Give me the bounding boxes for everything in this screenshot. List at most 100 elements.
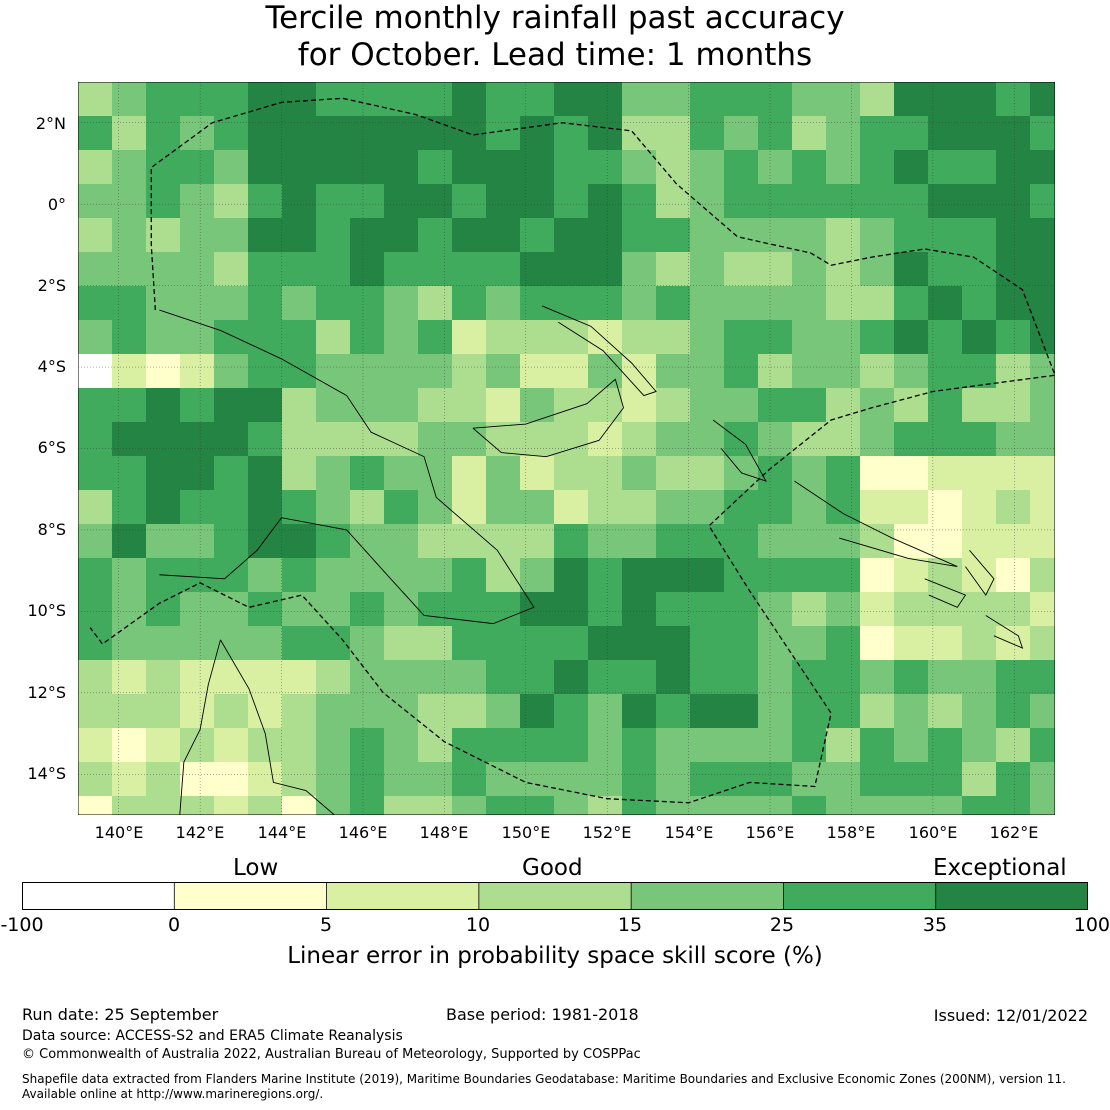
skill-cell bbox=[1030, 728, 1055, 763]
skill-cell bbox=[350, 490, 385, 525]
shapefile-credit-line-1: Shapefile data extracted from Flanders M… bbox=[22, 1072, 1066, 1086]
skill-cell bbox=[214, 728, 249, 763]
title-line-2: for October. Lead time: 1 months bbox=[297, 37, 813, 73]
skill-cell bbox=[588, 150, 623, 185]
colorbar-tick: 10 bbox=[465, 914, 491, 936]
skill-cell bbox=[622, 660, 657, 695]
skill-cell bbox=[622, 388, 657, 423]
skill-cell bbox=[758, 286, 793, 321]
skill-cell bbox=[214, 558, 249, 593]
skill-cell bbox=[724, 286, 759, 321]
coastline bbox=[159, 309, 535, 625]
skill-cell bbox=[486, 218, 521, 253]
skill-cell bbox=[282, 354, 317, 389]
skill-cell bbox=[350, 184, 385, 219]
colorbar-tick: 35 bbox=[922, 914, 948, 936]
skill-cell bbox=[316, 422, 351, 457]
skill-cell bbox=[316, 558, 351, 593]
skill-cell bbox=[112, 456, 147, 491]
skill-cell bbox=[588, 388, 623, 423]
skill-cell bbox=[146, 660, 181, 695]
skill-cell bbox=[724, 524, 759, 559]
skill-cell bbox=[622, 218, 657, 253]
skill-grid bbox=[78, 82, 1055, 815]
skill-cell bbox=[962, 456, 997, 491]
skill-cell bbox=[384, 252, 419, 287]
skill-cell bbox=[996, 82, 1031, 117]
skill-cell bbox=[690, 218, 725, 253]
skill-cell bbox=[554, 286, 589, 321]
skill-cell bbox=[622, 558, 657, 593]
skill-cell bbox=[826, 286, 861, 321]
colorbar-bin bbox=[22, 882, 175, 910]
skill-cell bbox=[826, 388, 861, 423]
colorbar-bin bbox=[631, 882, 784, 910]
skill-cell bbox=[758, 558, 793, 593]
skill-cell bbox=[418, 320, 453, 355]
skill-cell bbox=[486, 116, 521, 151]
skill-cell bbox=[928, 762, 963, 797]
skill-cell bbox=[384, 388, 419, 423]
skill-cell bbox=[452, 456, 487, 491]
skill-cell bbox=[588, 252, 623, 287]
skill-cell bbox=[826, 490, 861, 525]
skill-cell bbox=[452, 626, 487, 661]
skill-cell bbox=[724, 116, 759, 151]
skill-cell bbox=[248, 490, 283, 525]
skill-cell bbox=[418, 694, 453, 729]
skill-cell bbox=[826, 150, 861, 185]
skill-cell bbox=[690, 592, 725, 627]
skill-cell bbox=[656, 218, 691, 253]
skill-cell bbox=[792, 524, 827, 559]
skill-cell bbox=[690, 252, 725, 287]
skill-cell bbox=[282, 218, 317, 253]
skill-cell bbox=[554, 592, 589, 627]
skill-cell bbox=[996, 354, 1031, 389]
skill-cell bbox=[724, 728, 759, 763]
skill-cell bbox=[622, 320, 657, 355]
skill-cell bbox=[962, 524, 997, 559]
skill-cell bbox=[928, 218, 963, 253]
skill-cell bbox=[1030, 592, 1055, 627]
skill-cell bbox=[826, 184, 861, 219]
skill-cell bbox=[996, 116, 1031, 151]
skill-cell bbox=[996, 252, 1031, 287]
skill-cell bbox=[78, 660, 113, 695]
skill-cell bbox=[248, 286, 283, 321]
skill-cell bbox=[554, 796, 589, 815]
skill-cell bbox=[112, 728, 147, 763]
skill-cell bbox=[758, 252, 793, 287]
skill-cell bbox=[214, 286, 249, 321]
skill-cell bbox=[520, 184, 555, 219]
skill-cell bbox=[690, 694, 725, 729]
skill-cell bbox=[78, 218, 113, 253]
skill-cell bbox=[996, 184, 1031, 219]
skill-cell bbox=[1030, 354, 1055, 389]
skill-cell bbox=[316, 592, 351, 627]
skill-cell bbox=[860, 320, 895, 355]
skill-cell bbox=[588, 320, 623, 355]
issued-date: Issued: 12/01/2022 bbox=[933, 1006, 1088, 1025]
skill-cell bbox=[146, 456, 181, 491]
colorbar-bin bbox=[326, 882, 480, 910]
skill-cell bbox=[724, 184, 759, 219]
skill-cell bbox=[962, 626, 997, 661]
skill-cell bbox=[622, 184, 657, 219]
skill-cell bbox=[146, 116, 181, 151]
skill-cell bbox=[78, 524, 113, 559]
skill-cell bbox=[826, 558, 861, 593]
skill-cell bbox=[656, 456, 691, 491]
skill-cell bbox=[520, 592, 555, 627]
skill-cell bbox=[588, 218, 623, 253]
skill-cell bbox=[1030, 762, 1055, 797]
skill-cell bbox=[180, 660, 215, 695]
skill-cell bbox=[486, 524, 521, 559]
skill-cell bbox=[180, 116, 215, 151]
skill-cell bbox=[248, 184, 283, 219]
skill-cell bbox=[282, 320, 317, 355]
skill-cell bbox=[860, 150, 895, 185]
skill-cell bbox=[860, 762, 895, 797]
skill-cell bbox=[282, 490, 317, 525]
colorbar-tick: -100 bbox=[0, 914, 44, 936]
skill-cell bbox=[180, 524, 215, 559]
